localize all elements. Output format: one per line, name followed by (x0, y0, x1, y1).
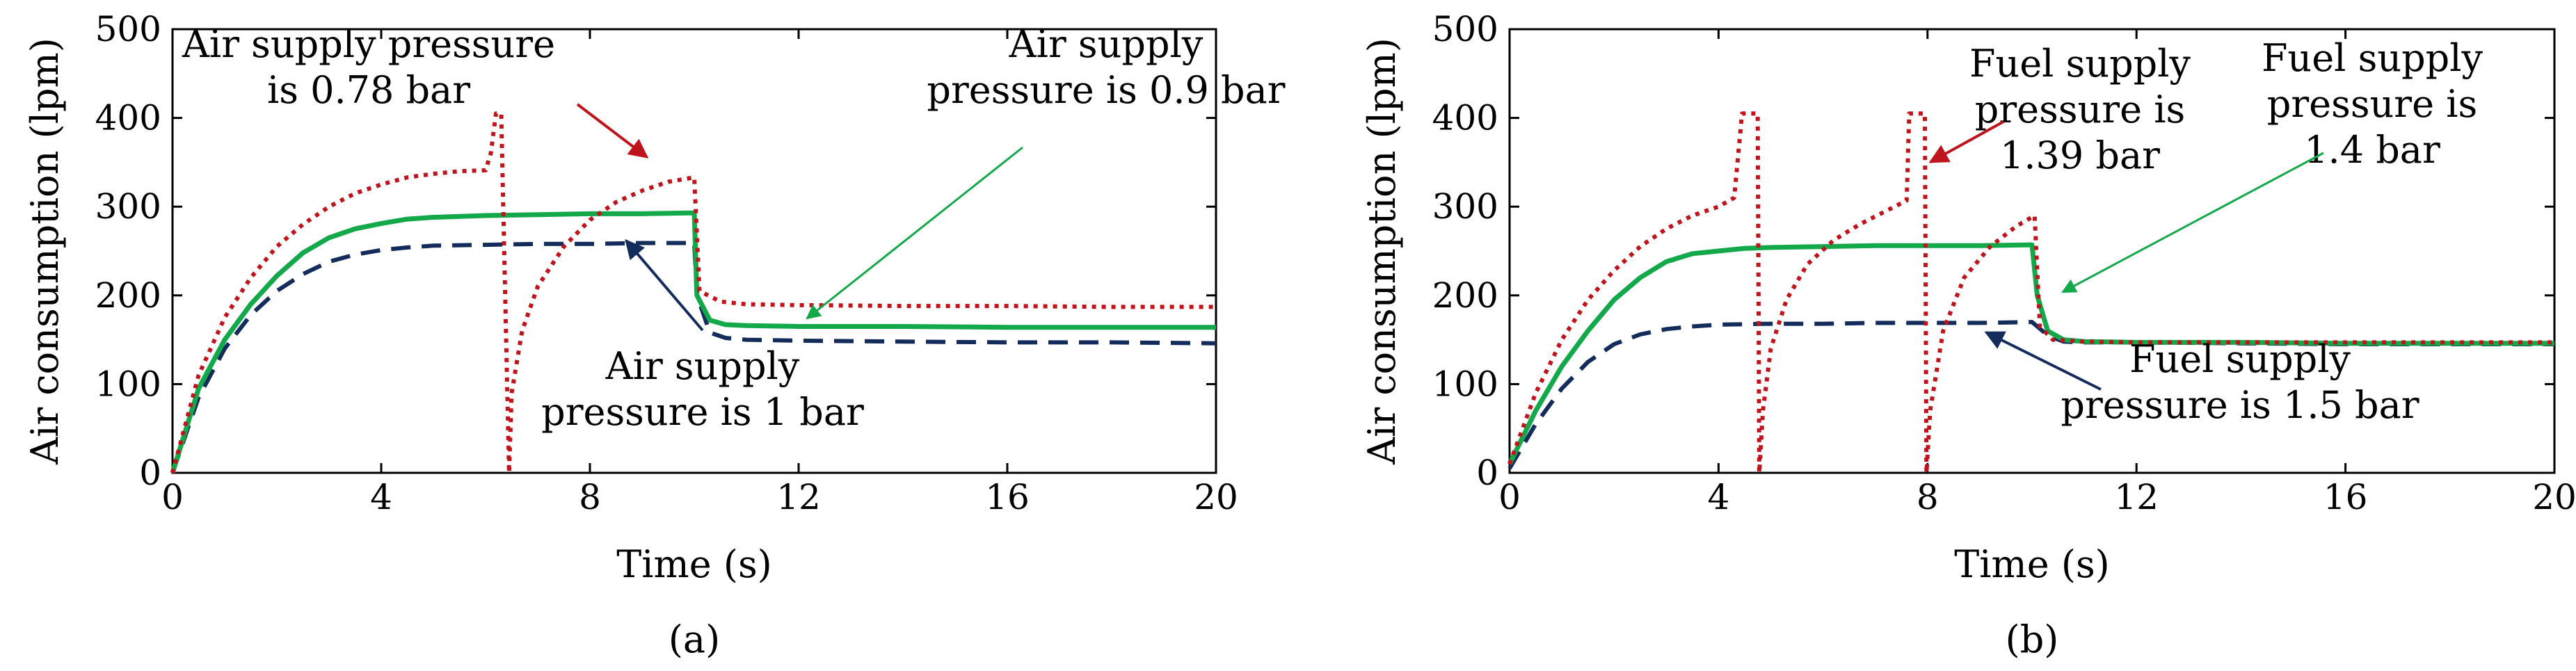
series-line-dashed (1507, 320, 2554, 470)
x-axis-label: Time (s) (1954, 542, 2109, 586)
annotation-line: pressure is (1975, 88, 2185, 131)
x-tick-label: 16 (2323, 477, 2368, 517)
annotation-text: Air supply pressure is 1 bar (541, 344, 864, 434)
annotation-line: 1.39 bar (2000, 134, 2160, 177)
annotation-arrow (1928, 120, 2004, 163)
y-tick-label: 100 (1432, 364, 1498, 404)
annotation-text: Fuel supply pressure is 1.4 bar (2262, 36, 2483, 172)
series-line-solid (1507, 242, 2554, 465)
annotation-arrow (576, 103, 649, 159)
y-tick-label: 200 (95, 275, 161, 316)
x-tick-label: 0 (1498, 477, 1521, 517)
annotation-line: Fuel supply (2262, 36, 2483, 80)
plot-frame (1508, 28, 2556, 474)
x-tick-label: 16 (985, 477, 1030, 517)
panel-label: (b) (2006, 617, 2059, 661)
annotation-line: Fuel supply (1969, 42, 2191, 86)
annotation-line: pressure is 1.5 bar (2061, 383, 2419, 427)
series-line-dotted (1507, 111, 2554, 475)
y-tick-label: 100 (95, 364, 161, 404)
annotation-line: Air supply pressure (182, 22, 555, 66)
annotation-line: Air supply (1009, 22, 1203, 66)
y-axis-label: Air consumption (lpm) (1360, 38, 1404, 465)
x-tick-label: 0 (161, 477, 184, 517)
x-tick-label: 20 (1194, 477, 1238, 517)
annotation-line: Air supply (605, 344, 800, 388)
y-tick-label: 400 (95, 98, 161, 138)
annotation-text: Fuel supply pressure is 1.5 bar (2061, 337, 2419, 427)
y-tick-label: 0 (139, 453, 161, 493)
y-tick-label: 300 (95, 186, 161, 227)
annotation-line: pressure is (2267, 82, 2477, 126)
annotation-line: Fuel supply (2129, 337, 2351, 381)
x-tick-label: 12 (776, 477, 821, 517)
x-tick-label: 8 (1917, 477, 1939, 517)
x-tick-label: 4 (370, 477, 392, 517)
series-line-dotted (170, 111, 1216, 475)
x-tick-label: 20 (2532, 477, 2576, 517)
annotation-arrow (806, 146, 1023, 320)
y-axis-label: Air consumption (lpm) (23, 38, 67, 465)
annotation-text: Air supply pressure is 0.78 bar (182, 22, 555, 112)
y-tick-label: 200 (1432, 275, 1498, 316)
x-axis-label: Time (s) (616, 542, 771, 586)
annotation-line: is 0.78 bar (267, 68, 470, 112)
x-tick-label: 12 (2114, 477, 2159, 517)
y-tick-label: 0 (1476, 453, 1498, 493)
annotation-arrow (1984, 331, 2102, 391)
y-tick-label: 300 (1432, 186, 1498, 227)
x-tick-label: 8 (579, 477, 601, 517)
annotation-arrow (2061, 152, 2324, 293)
y-tick-label: 500 (95, 9, 161, 49)
annotation-line: pressure is 0.9 bar (927, 68, 1285, 112)
plot-frame (171, 28, 1217, 474)
chart-panel-a: 0 100 200 300 400 500 0 4 8 12 16 20 Time (s) Air con… (23, 9, 1286, 661)
y-tick-label: 400 (1432, 98, 1498, 138)
annotation-line: 1.4 bar (2304, 128, 2440, 172)
annotation-arrow (625, 239, 704, 332)
panel-label: (a) (669, 617, 720, 661)
annotation-text: Fuel supply pressure is 1.39 bar (1969, 42, 2191, 177)
y-tick-label: 500 (1432, 9, 1498, 49)
series-line-solid (170, 210, 1216, 474)
chart-panel-b: 0 100 200 300 400 500 0 4 8 12 16 20 Time (s) Air con… (1360, 9, 2576, 661)
annotation-line: pressure is 1 bar (541, 390, 864, 434)
annotation-text: Air supply pressure is 0.9 bar (927, 22, 1285, 112)
x-tick-label: 4 (1707, 477, 1729, 517)
